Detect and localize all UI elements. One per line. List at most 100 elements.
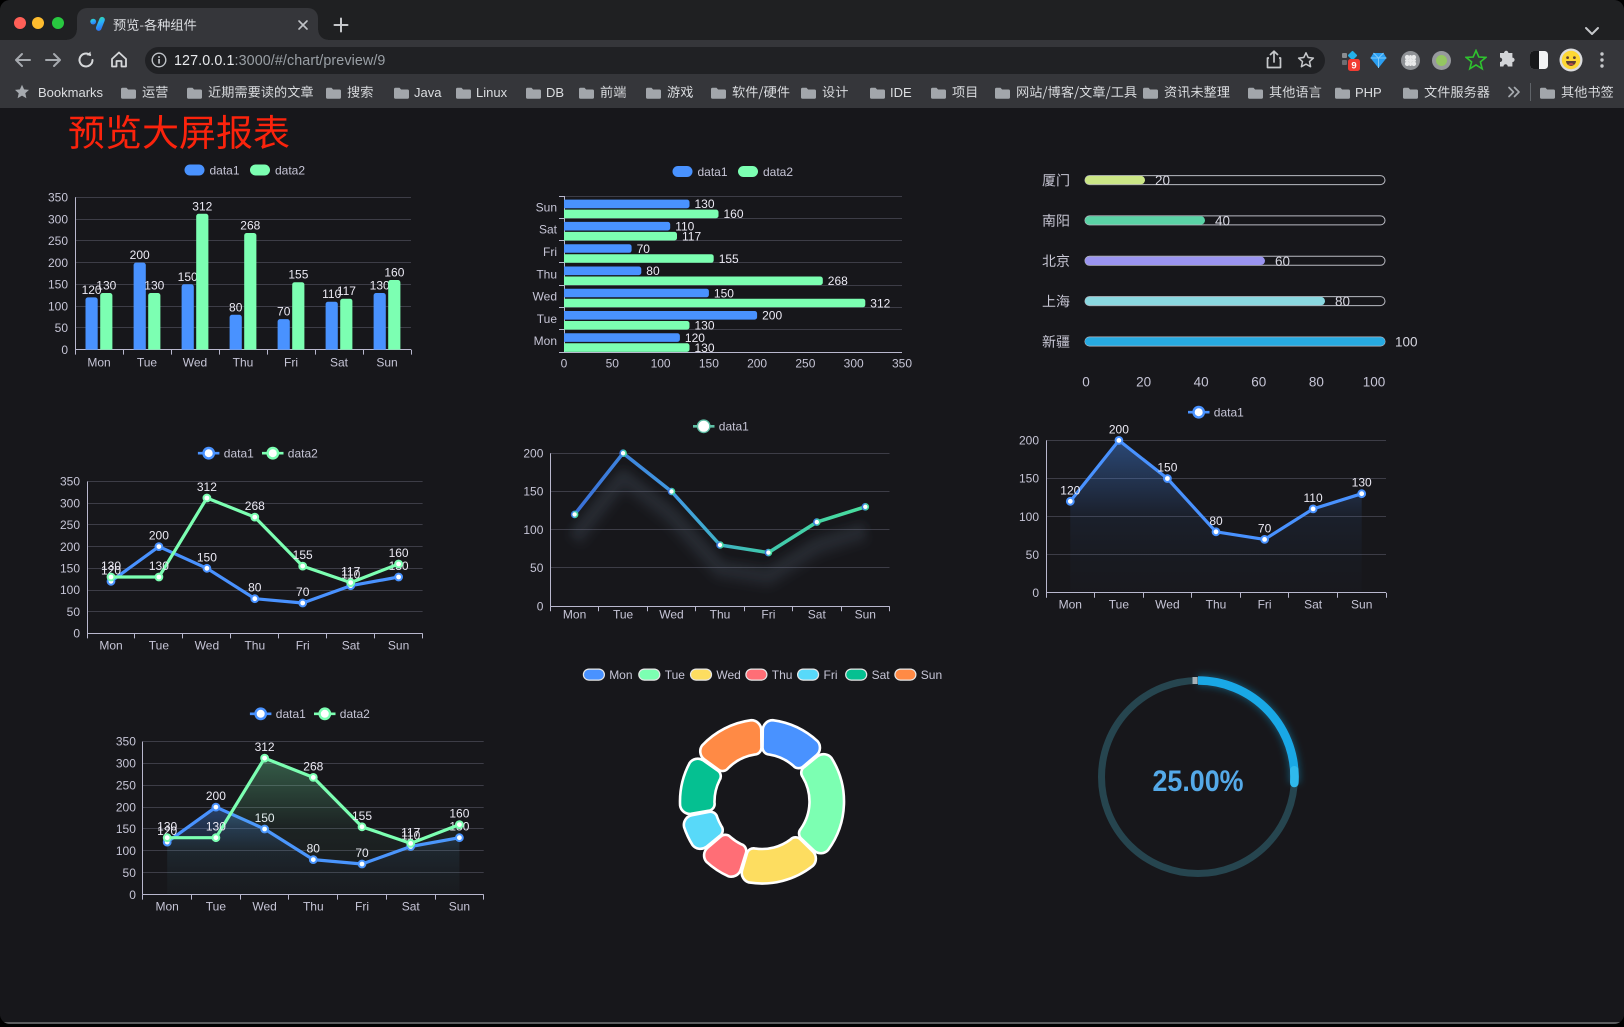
svg-text:155: 155	[288, 268, 308, 282]
svg-text:Wed: Wed	[183, 356, 207, 370]
svg-text:Sun: Sun	[855, 608, 876, 622]
svg-text:110: 110	[675, 220, 694, 234]
svg-text:80: 80	[1335, 294, 1350, 309]
svg-text:40: 40	[1215, 213, 1230, 228]
svg-text:300: 300	[116, 757, 136, 771]
svg-text:50: 50	[1026, 548, 1040, 562]
svg-text:130: 130	[149, 559, 169, 573]
svg-text:Fri: Fri	[355, 900, 369, 914]
svg-text:Wed: Wed	[1155, 598, 1179, 612]
svg-text:100: 100	[1019, 510, 1039, 524]
svg-text:150: 150	[523, 485, 543, 499]
svg-text:130: 130	[695, 341, 715, 355]
svg-text:200: 200	[149, 529, 169, 543]
svg-text:110: 110	[341, 568, 360, 582]
svg-text:80: 80	[1309, 375, 1324, 390]
svg-text:110: 110	[401, 829, 420, 843]
svg-text:300: 300	[48, 212, 68, 226]
svg-text:120: 120	[82, 283, 102, 297]
svg-text:150: 150	[1019, 472, 1039, 486]
svg-text:Sun: Sun	[388, 639, 409, 653]
svg-text:Sat: Sat	[539, 223, 558, 237]
svg-text:Sat: Sat	[330, 356, 349, 370]
svg-text:100: 100	[523, 523, 543, 537]
svg-text:350: 350	[116, 735, 136, 749]
svg-text:data1: data1	[210, 163, 240, 177]
svg-text:130: 130	[695, 319, 715, 333]
svg-text:data2: data2	[340, 707, 370, 721]
svg-text:155: 155	[719, 252, 739, 266]
svg-text:200: 200	[1109, 422, 1129, 436]
svg-text:160: 160	[724, 207, 744, 221]
svg-text:160: 160	[384, 266, 404, 280]
svg-text:Fri: Fri	[761, 608, 775, 622]
svg-text:312: 312	[197, 480, 217, 494]
svg-text:0: 0	[561, 357, 568, 371]
svg-text:120: 120	[157, 824, 177, 838]
svg-text:Tue: Tue	[137, 356, 158, 370]
svg-text:300: 300	[844, 357, 864, 371]
svg-text:150: 150	[714, 286, 734, 300]
svg-text:Mon: Mon	[534, 334, 557, 348]
svg-text:Sat: Sat	[342, 639, 361, 653]
svg-text:data1: data1	[719, 420, 749, 434]
svg-text:312: 312	[192, 199, 212, 213]
svg-text:Fri: Fri	[284, 356, 298, 370]
svg-text:350: 350	[48, 191, 68, 205]
svg-text:Fri: Fri	[296, 639, 310, 653]
svg-text:200: 200	[523, 446, 543, 460]
svg-text:Mon: Mon	[156, 900, 179, 914]
svg-text:200: 200	[1019, 434, 1039, 448]
svg-text:60: 60	[1251, 375, 1266, 390]
svg-text:100: 100	[48, 299, 68, 313]
svg-text:100: 100	[651, 357, 671, 371]
svg-text:70: 70	[277, 305, 291, 319]
svg-text:80: 80	[646, 264, 660, 278]
svg-text:20: 20	[1136, 375, 1151, 390]
svg-text:Sat: Sat	[808, 608, 827, 622]
svg-text:Mon: Mon	[609, 668, 632, 682]
svg-text:110: 110	[322, 287, 341, 301]
svg-text:200: 200	[116, 800, 136, 814]
svg-text:Tue: Tue	[149, 639, 170, 653]
svg-text:200: 200	[60, 540, 80, 554]
svg-text:Tue: Tue	[1109, 598, 1130, 612]
svg-text:0: 0	[129, 888, 136, 902]
svg-text:50: 50	[606, 357, 620, 371]
svg-text:0: 0	[537, 599, 544, 613]
svg-text:150: 150	[197, 550, 217, 564]
svg-text:130: 130	[370, 279, 390, 293]
svg-text:Fri: Fri	[1258, 598, 1272, 612]
svg-text:200: 200	[130, 248, 150, 262]
svg-text:100: 100	[60, 583, 80, 597]
svg-text:70: 70	[296, 585, 310, 599]
svg-text:50: 50	[123, 866, 137, 880]
svg-text:268: 268	[828, 274, 848, 288]
svg-text:0: 0	[1082, 375, 1090, 390]
svg-text:117: 117	[337, 284, 356, 298]
svg-text:20: 20	[1155, 173, 1170, 188]
svg-text:Thu: Thu	[233, 356, 254, 370]
svg-text:250: 250	[48, 234, 68, 248]
svg-text:155: 155	[352, 809, 372, 823]
svg-text:350: 350	[892, 357, 912, 371]
svg-text:160: 160	[389, 546, 409, 560]
svg-text:312: 312	[255, 740, 275, 754]
svg-text:25.00%: 25.00%	[1153, 765, 1244, 798]
svg-text:120: 120	[685, 331, 705, 345]
svg-text:Mon: Mon	[99, 639, 122, 653]
svg-text:0: 0	[61, 343, 68, 357]
svg-text:Sun: Sun	[1351, 598, 1372, 612]
svg-text:130: 130	[695, 197, 715, 211]
svg-text:9: 9	[1351, 61, 1356, 72]
svg-text:80: 80	[1209, 514, 1223, 528]
svg-text:Tue: Tue	[613, 608, 634, 622]
svg-text:150: 150	[178, 270, 198, 284]
svg-text:250: 250	[60, 518, 80, 532]
svg-text:150: 150	[48, 278, 68, 292]
svg-text:data2: data2	[275, 163, 305, 177]
svg-text:Wed: Wed	[252, 900, 276, 914]
svg-text:100: 100	[116, 844, 136, 858]
svg-text:Mon: Mon	[563, 608, 586, 622]
svg-text:70: 70	[637, 242, 651, 256]
